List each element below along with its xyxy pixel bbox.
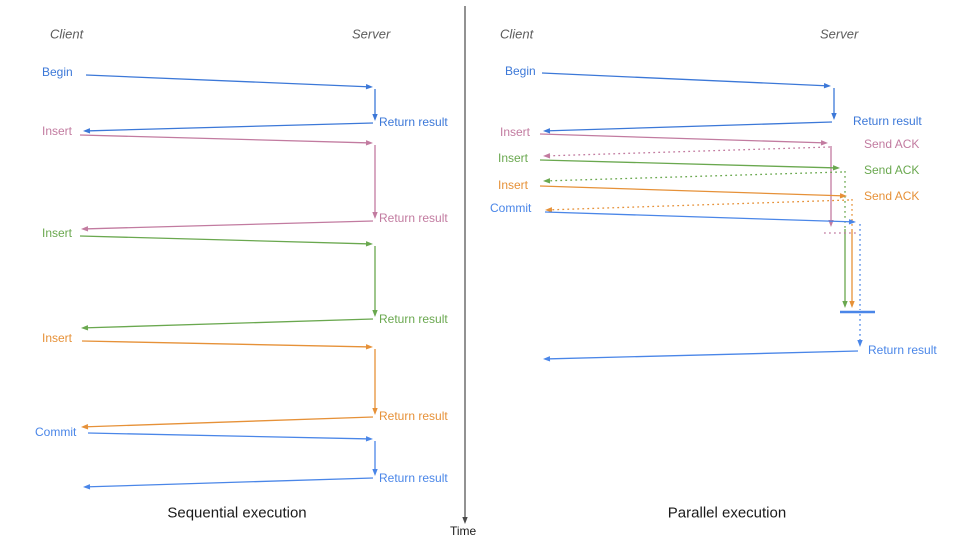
par-insert-2-ack-arrow	[545, 171, 843, 182]
seq-begin-request-arrow	[85, 74, 371, 88]
seq-begin-return-arrow-head	[83, 128, 91, 134]
seq-return-result-label-insert-1: Return result	[379, 211, 448, 225]
seq-commit-return-arrow-head	[83, 484, 91, 490]
seq-insert-3-exec-bar-head	[372, 408, 378, 415]
par-send-ack-label-insert-3: Send ACK	[864, 189, 920, 203]
par-insert-3-request-arrow	[539, 185, 845, 197]
seq-client-header: Client	[50, 26, 84, 42]
seq-commit-return-arrow	[85, 477, 374, 488]
sequential-execution-title: Sequential execution	[167, 504, 307, 522]
seq-return-result-label-begin: Return result	[379, 115, 448, 129]
par-insert-1-ack-arrow-head	[543, 153, 551, 159]
seq-insert-2-exec-bar-head	[372, 310, 378, 317]
par-insert-2-exec-bar-head	[842, 301, 848, 308]
par-client-header: Client	[500, 26, 534, 42]
seq-op-label-insert-2: Insert	[42, 226, 73, 240]
par-return-result-label-commit: Return result	[868, 343, 937, 357]
par-commit-request-arrow-head	[848, 219, 856, 225]
seq-insert-1-return-arrow-head	[81, 226, 89, 232]
seq-insert-3-return-arrow-head	[81, 424, 89, 430]
seq-return-result-label-insert-3: Return result	[379, 409, 448, 423]
par-begin-request-arrow	[541, 72, 829, 87]
seq-insert-2-request-arrow	[79, 235, 371, 245]
seq-return-result-label-insert-2: Return result	[379, 312, 448, 326]
parallel-execution-title: Parallel execution	[667, 504, 787, 522]
par-insert-1-request-arrow-head	[820, 140, 828, 146]
seq-begin-exec-bar-head	[372, 114, 378, 121]
seq-insert-1-request-arrow	[79, 134, 371, 144]
par-begin-return-arrow-head	[543, 128, 551, 134]
seq-op-label-insert-3: Insert	[42, 331, 73, 345]
seq-op-label-begin: Begin	[42, 65, 73, 79]
par-return-result-label-begin: Return result	[853, 114, 922, 128]
par-send-ack-label-insert-1: Send ACK	[864, 137, 920, 151]
par-insert-3-ack-arrow-head	[545, 207, 553, 213]
par-op-label-begin: Begin	[505, 64, 536, 78]
seq-server-header: Server	[352, 26, 391, 42]
par-insert-1-ack-arrow	[545, 146, 831, 157]
seq-insert-1-request-arrow-head	[365, 140, 373, 146]
par-begin-exec-bar-head	[831, 113, 837, 120]
seq-commit-request-arrow-head	[365, 436, 373, 442]
seq-return-result-label-commit: Return result	[379, 471, 448, 485]
seq-insert-2-return-arrow	[83, 318, 374, 329]
par-insert-3-ack-arrow	[547, 199, 850, 211]
par-insert-2-request-arrow	[539, 159, 838, 169]
seq-begin-request-arrow-head	[365, 84, 373, 90]
seq-insert-3-return-arrow	[83, 416, 374, 428]
par-insert-2-request-arrow-head	[832, 165, 840, 171]
seq-insert-3-request-arrow	[81, 340, 371, 348]
seq-op-label-commit: Commit	[35, 425, 77, 439]
seq-commit-request-arrow	[87, 432, 371, 440]
par-op-label-commit: Commit	[490, 201, 532, 215]
par-insert-3-exec-bar-head	[849, 301, 855, 308]
par-server-header: Server	[820, 26, 859, 42]
seq-commit-exec-bar-head	[372, 469, 378, 476]
par-commit-apply-arrow-head	[857, 340, 863, 347]
seq-insert-2-return-arrow-head	[81, 325, 89, 331]
par-insert-1-request-arrow	[539, 133, 826, 144]
global-time-axis-head	[462, 517, 468, 524]
seq-insert-3-request-arrow-head	[365, 344, 373, 350]
par-op-label-insert-3: Insert	[498, 178, 529, 192]
seq-begin-return-arrow	[85, 122, 374, 132]
par-begin-return-arrow	[545, 121, 833, 132]
par-insert-2-ack-arrow-head	[543, 178, 551, 184]
par-send-ack-label-insert-2: Send ACK	[864, 163, 920, 177]
par-commit-return-arrow-head	[543, 356, 551, 362]
par-op-label-insert-1: Insert	[500, 125, 531, 139]
seq-insert-2-request-arrow-head	[365, 241, 373, 247]
seq-insert-1-exec-bar-head	[372, 212, 378, 219]
par-insert-3-request-arrow-head	[839, 193, 847, 199]
par-op-label-insert-2: Insert	[498, 151, 529, 165]
seq-op-label-insert-1: Insert	[42, 124, 73, 138]
seq-insert-1-return-arrow	[83, 220, 374, 230]
par-commit-return-arrow	[545, 350, 859, 360]
par-begin-request-arrow-head	[823, 82, 831, 89]
par-commit-request-arrow	[544, 211, 854, 223]
time-axis-label: Time	[450, 524, 477, 538]
